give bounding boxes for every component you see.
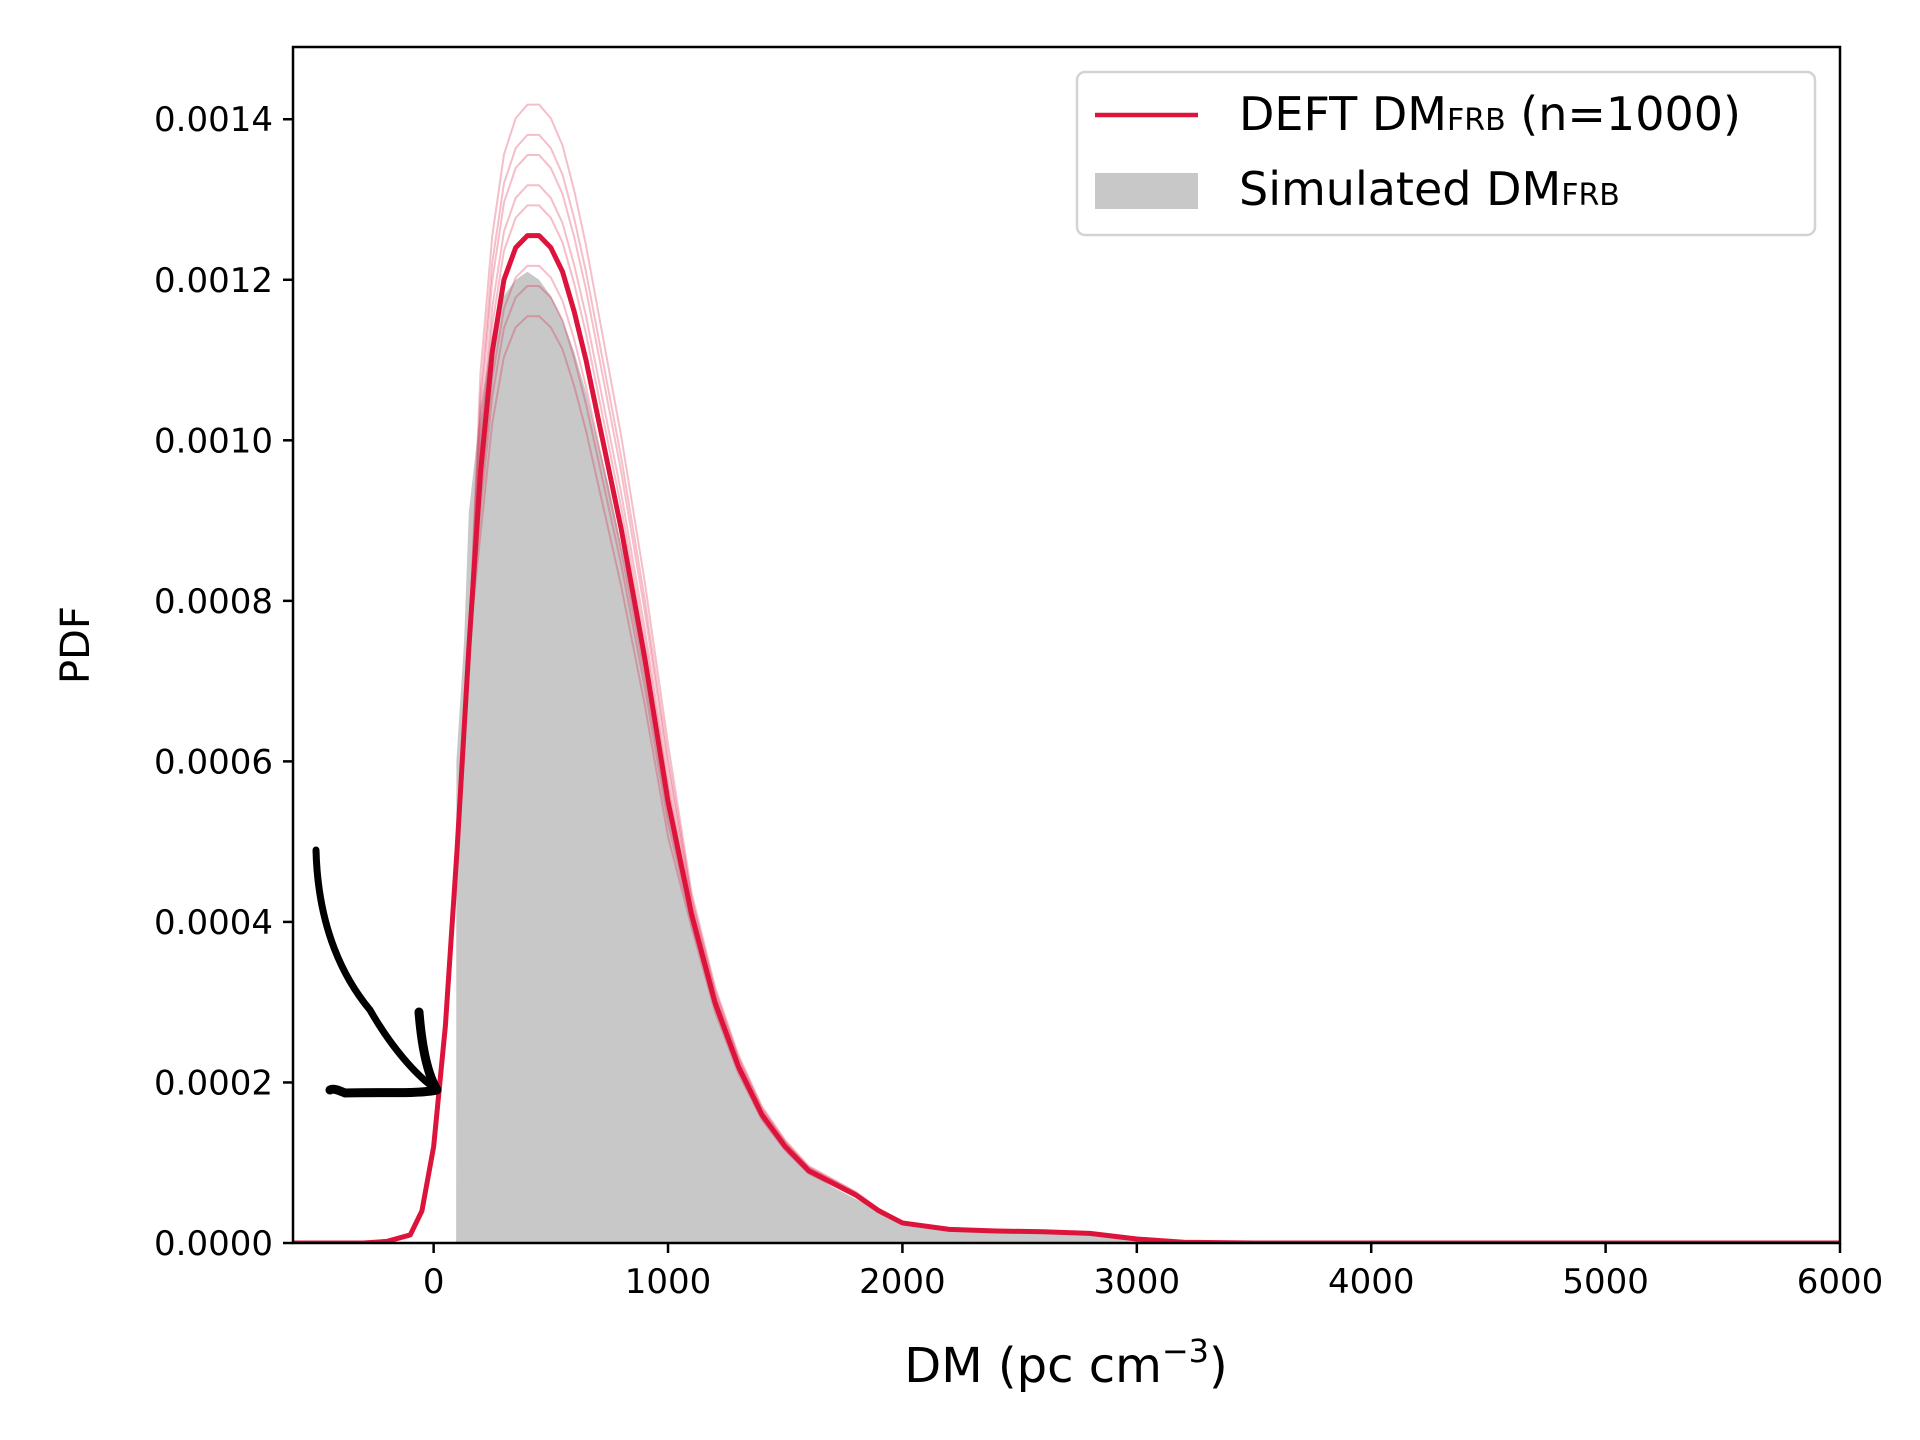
x-axis-label-end: ) [1209,1338,1228,1394]
y-tick-label: 0.0010 [154,421,273,461]
arrow-head [325,1007,442,1098]
legend-box [1075,70,1817,237]
x-axis-label-superscript: −3 [1162,1332,1209,1370]
legend-deft-subscript: FRB [1447,103,1506,138]
y-tick-label: 0.0014 [154,100,273,140]
legend-deft-label: DEFT DM [1239,87,1447,141]
y-tick-label: 0.0000 [154,1224,273,1264]
legend-deft-suffix: (n=1000) [1506,87,1741,141]
y-axis-label: PDF [53,606,99,684]
y-tick-label: 0.0008 [154,582,273,622]
legend-entry-simulated: Simulated DMFRB [1239,162,1620,216]
x-tick-label: 3000 [1094,1262,1181,1302]
arrow-shaft [312,846,441,1094]
legend: DEFT DMFRB (n=1000) Simulated DMFRB [1075,70,1817,237]
x-axis-ticks: 0 1000 2000 3000 4000 5000 6000 [423,1243,1883,1302]
y-tick-label: 0.0004 [154,903,273,943]
x-axis-label: DM (pc cm−3) [904,1332,1228,1394]
legend-simulated-subscript: FRB [1561,178,1620,213]
y-tick-label: 0.0006 [154,742,273,782]
simulated-histogram-series [456,271,1231,1243]
legend-patch-swatch [1095,173,1198,209]
deft-line-series [293,233,1840,1243]
x-tick-label: 6000 [1797,1262,1884,1302]
y-tick-label: 0.0012 [154,261,273,301]
simulated-area [456,271,1231,1243]
x-tick-label: 1000 [625,1262,712,1302]
legend-entry-deft: DEFT DMFRB (n=1000) [1239,87,1741,141]
x-tick-label: 0 [423,1262,445,1302]
annotation-arrow [312,846,442,1098]
legend-simulated-label: Simulated DM [1239,162,1561,216]
x-axis-label-main: DM (pc cm [904,1338,1162,1394]
x-tick-label: 5000 [1562,1262,1649,1302]
x-tick-label: 2000 [859,1262,946,1302]
y-axis-ticks: 0.0000 0.0002 0.0004 0.0006 0.0008 0.0010 0.00… [154,100,293,1264]
axes-frame [291,45,1842,1245]
deft-mean-line [293,233,1840,1243]
y-tick-label: 0.0002 [154,1063,273,1103]
x-tick-label: 4000 [1328,1262,1415,1302]
